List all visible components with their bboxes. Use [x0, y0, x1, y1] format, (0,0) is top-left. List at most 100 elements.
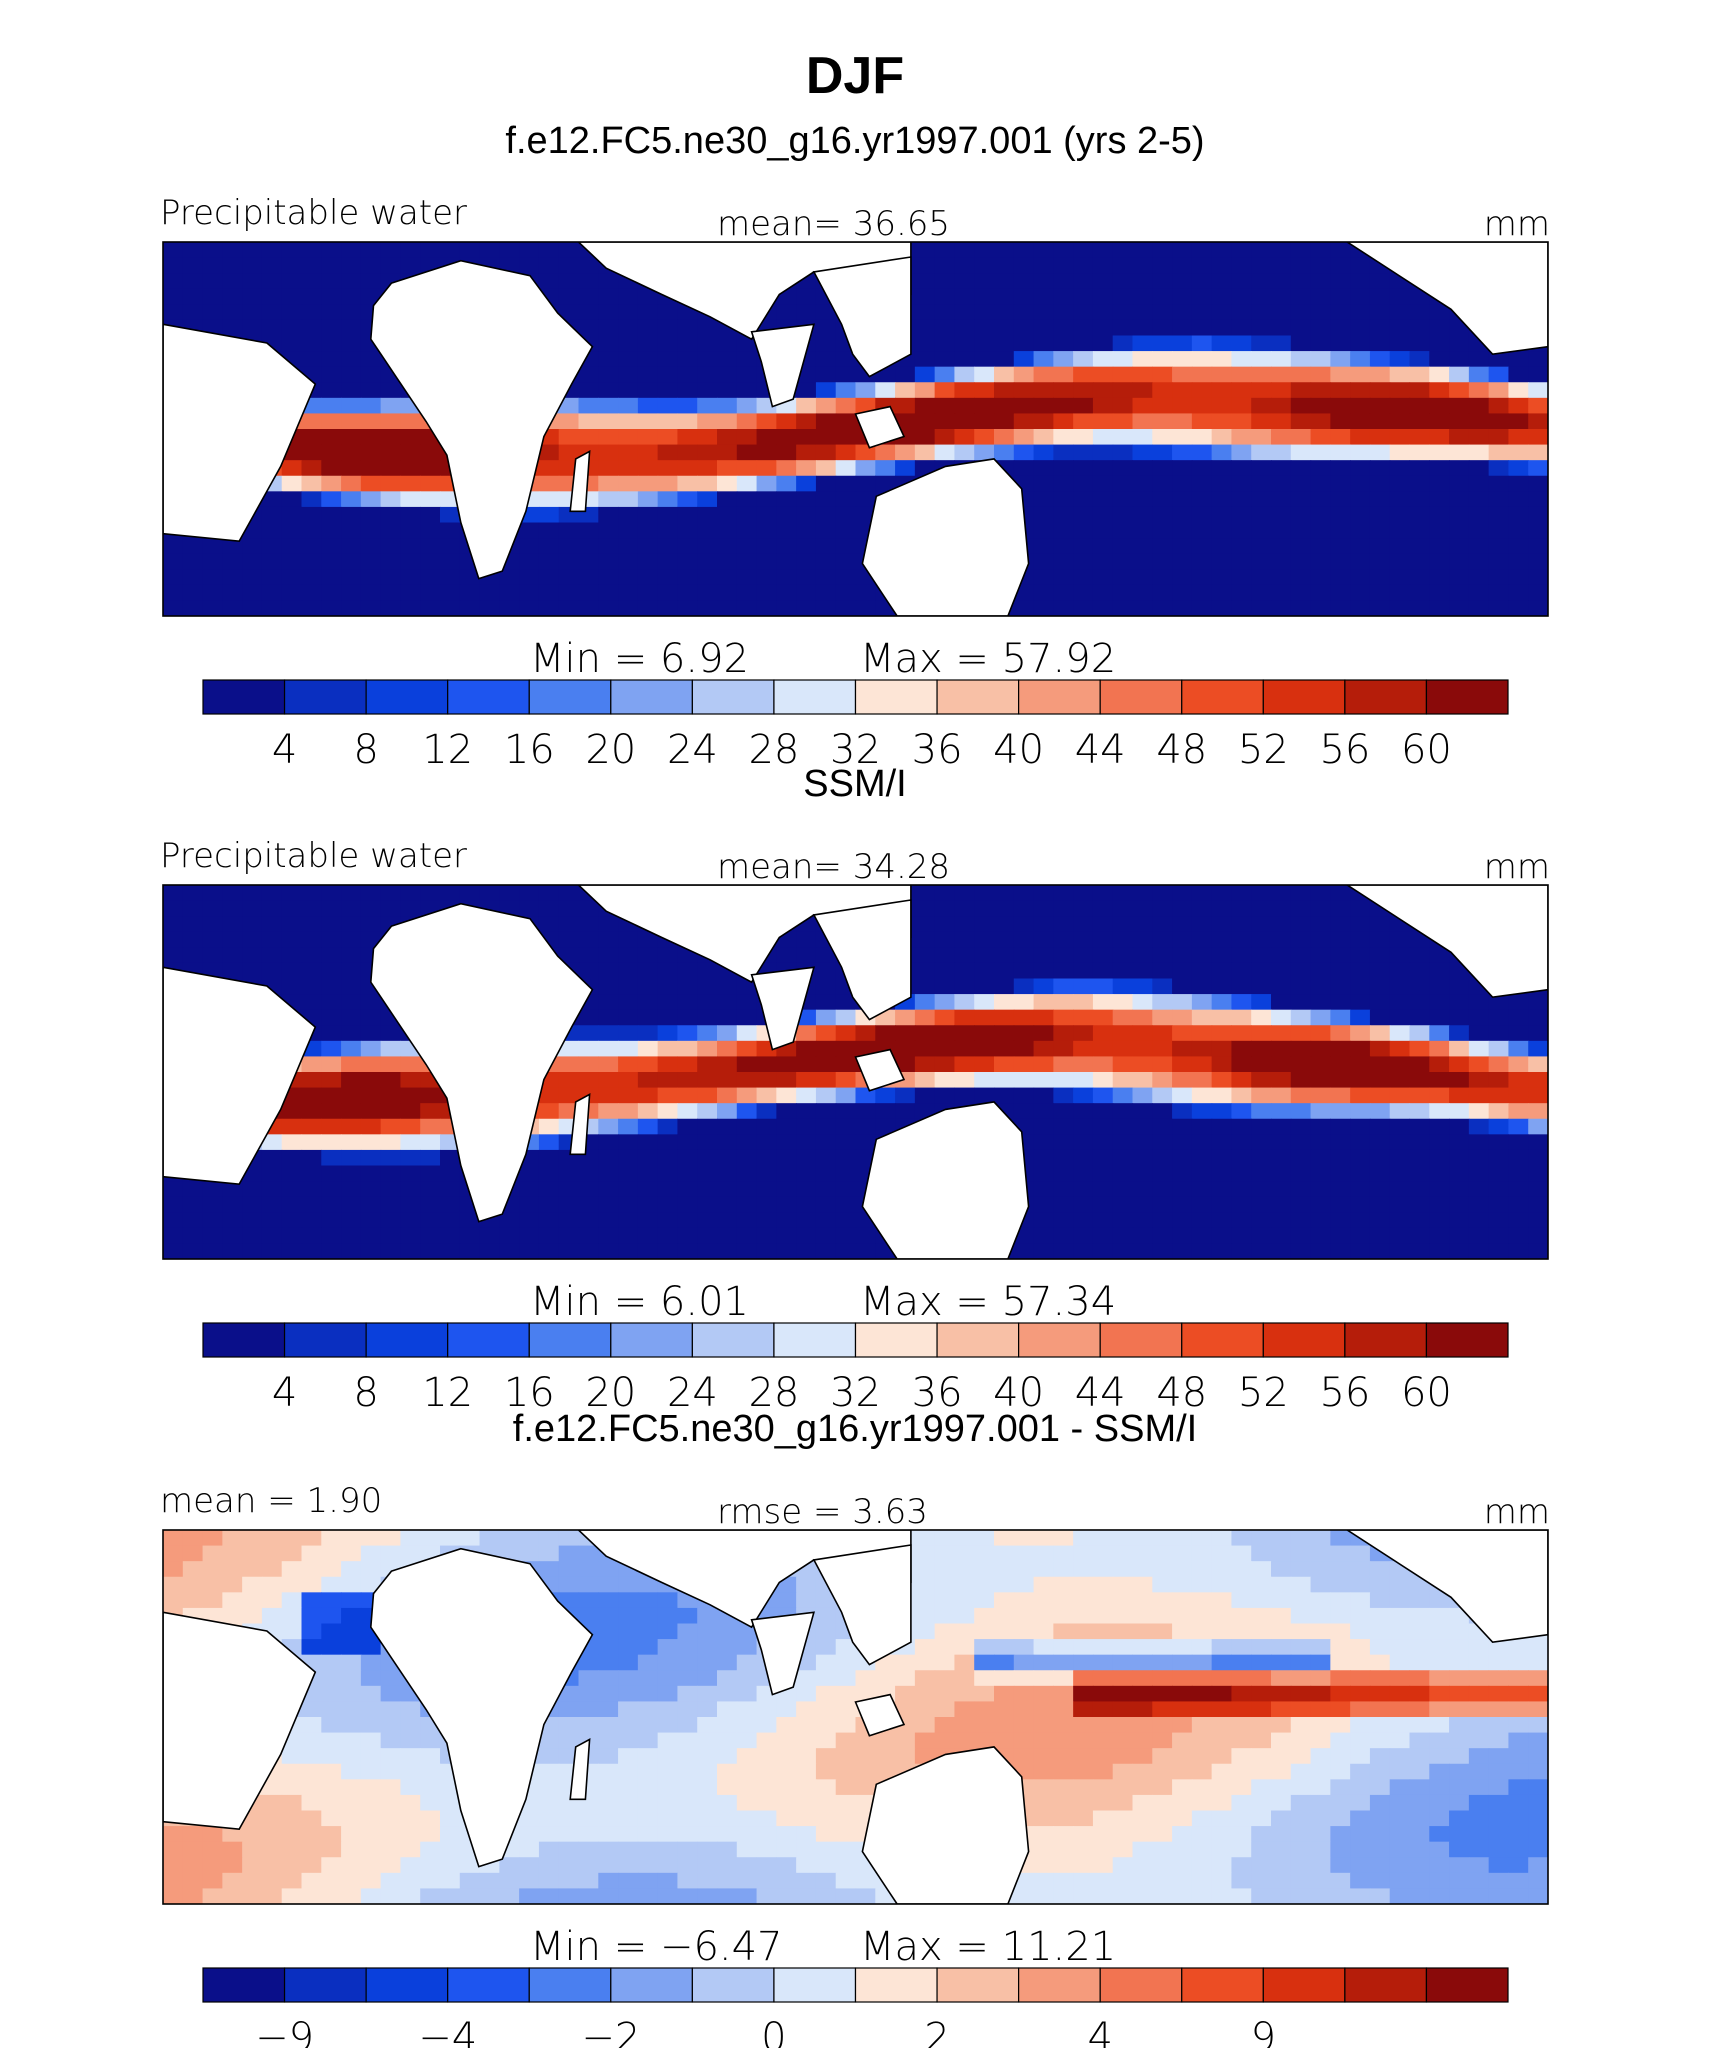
panel-2: SSM/I Precipitable water mean= 34.28 mm Min … — [160, 763, 1550, 1416]
colorbar-tick-label: 32 — [830, 1370, 881, 1416]
colorbar-tick-label: 48 — [1156, 727, 1207, 773]
colorbar-tick-label: 8 — [353, 1370, 378, 1416]
colorbar-tick-label: 44 — [1075, 727, 1126, 773]
landmass — [750, 323, 815, 408]
colorbar-tick-label: 0 — [761, 2015, 786, 2048]
colorbar-tick-label: 4 — [272, 727, 297, 773]
colorbar-swatch — [1344, 1967, 1428, 2003]
colorbar-swatch — [283, 1967, 367, 2003]
colorbar-swatch — [1262, 679, 1346, 715]
colorbar-swatch — [447, 1322, 530, 1358]
landmass — [163, 966, 317, 1186]
colorbar-tick-label: 36 — [912, 727, 963, 773]
colorbar-tick-label: 36 — [912, 1370, 963, 1416]
panel-center-label: mean= 34.28 — [717, 847, 950, 887]
figure-title: DJF — [806, 47, 904, 105]
colorbar-swatch — [1262, 1967, 1346, 2003]
colorbar-swatch — [936, 679, 1020, 715]
colorbar-tick-label: 16 — [504, 1370, 555, 1416]
max-label: Max = 11.21 — [860, 1924, 1116, 1970]
landmass — [1345, 885, 1548, 999]
landmass — [812, 256, 912, 378]
panel-title: f.e12.FC5.ne30_g16.yr1997.001 - SSM/I — [513, 1408, 1197, 1450]
colorbar-tick-label: 8 — [353, 727, 378, 773]
colorbar-tick-label: 12 — [422, 727, 473, 773]
colorbar-tick-label: 60 — [1401, 1370, 1452, 1416]
colorbar-swatch — [1018, 679, 1101, 715]
colorbar-tick-label: 16 — [504, 727, 555, 773]
landmass — [163, 1611, 317, 1831]
colorbar-swatch — [283, 679, 367, 715]
panel-center-label: mean= 36.65 — [717, 204, 950, 244]
min-label: Min = 6.92 — [530, 636, 749, 682]
colorbar-tick-label: −4 — [418, 2015, 477, 2048]
colorbar-swatch — [365, 1322, 449, 1358]
colorbar-tick-label: 52 — [1238, 727, 1289, 773]
colorbar-tick-label: 28 — [748, 1370, 799, 1416]
colorbar-swatch — [1425, 1322, 1509, 1358]
panel-3: f.e12.FC5.ne30_g16.yr1997.001 - SSM/I mea… — [160, 1408, 1550, 2048]
max-label: Max = 57.34 — [860, 1279, 1116, 1325]
colorbar-tick-label: 20 — [585, 1370, 636, 1416]
landmass — [369, 259, 594, 580]
colorbar-swatch — [202, 679, 286, 715]
landmass — [1345, 242, 1548, 356]
colorbar-swatch — [528, 1967, 612, 2003]
colorbar-swatch — [691, 1967, 775, 2003]
colorbar: −9 −4 −2 0 2 4 9 — [202, 1967, 1509, 2048]
map-field — [162, 241, 1549, 617]
panel-title: SSM/I — [803, 763, 906, 805]
landmass — [163, 323, 317, 543]
landmass — [1345, 1530, 1548, 1644]
colorbar-swatch — [610, 679, 693, 715]
colorbar-swatch — [773, 1967, 857, 2003]
colorbar-tick-label: 56 — [1319, 1370, 1370, 1416]
colorbar-swatch — [1425, 679, 1509, 715]
colorbar-tick-label: 48 — [1156, 1370, 1207, 1416]
map-field — [162, 884, 1549, 1260]
panel-units: mm — [1484, 847, 1550, 887]
colorbar-tick-label: 60 — [1401, 727, 1452, 773]
colorbar-swatch — [773, 1322, 857, 1358]
colorbar-swatch — [691, 1322, 775, 1358]
colorbar-swatch — [528, 1322, 612, 1358]
panel-left-label: Precipitable water — [160, 836, 467, 876]
colorbar-tick-label: −2 — [581, 2015, 640, 2048]
colorbar-swatch — [1344, 679, 1428, 715]
landmass — [854, 1048, 906, 1092]
landmass — [569, 450, 591, 513]
colorbar-swatch — [773, 679, 857, 715]
colorbar-swatch — [202, 1967, 286, 2003]
panel-center-label: rmse = 3.63 — [717, 1492, 928, 1532]
landmass — [750, 966, 815, 1051]
landmass — [369, 1547, 594, 1868]
colorbar-tick-label: 12 — [422, 1370, 473, 1416]
colorbar-swatch — [1018, 1967, 1101, 2003]
colorbar-swatch — [1181, 679, 1264, 715]
panel-1: f.e12.FC5.ne30_g16.yr1997.001 (yrs 2-5) P… — [160, 120, 1550, 773]
colorbar-tick-label: 52 — [1238, 1370, 1289, 1416]
colorbar-swatch — [1344, 1322, 1428, 1358]
max-label: Max = 57.92 — [860, 636, 1116, 682]
colorbar-swatch — [1099, 1322, 1183, 1358]
colorbar-tick-label: 28 — [748, 727, 799, 773]
colorbar-swatch — [610, 1967, 693, 2003]
colorbar-swatch — [854, 1322, 938, 1358]
panel-left-label: Precipitable water — [160, 193, 467, 233]
landmass — [854, 1693, 906, 1737]
colorbar-tick-label: 32 — [830, 727, 881, 773]
map-frame — [162, 884, 1549, 1260]
landmass — [861, 458, 1030, 616]
colorbar-swatch — [610, 1322, 693, 1358]
colorbar-swatch — [447, 1967, 530, 2003]
colorbar-tick-label: 4 — [1087, 2015, 1112, 2048]
colorbar-tick-label: 40 — [993, 1370, 1044, 1416]
colorbar-swatch — [936, 1967, 1020, 2003]
landmass — [369, 902, 594, 1223]
colorbar-swatch — [1425, 1967, 1509, 2003]
panel-title: f.e12.FC5.ne30_g16.yr1997.001 (yrs 2-5) — [505, 120, 1204, 162]
colorbar: 4 8 12 16 20 24 28 32 36 40 44 48 52 56 60 — [202, 1322, 1509, 1416]
colorbar-tick-label: 40 — [993, 727, 1044, 773]
colorbar-swatch — [447, 679, 530, 715]
